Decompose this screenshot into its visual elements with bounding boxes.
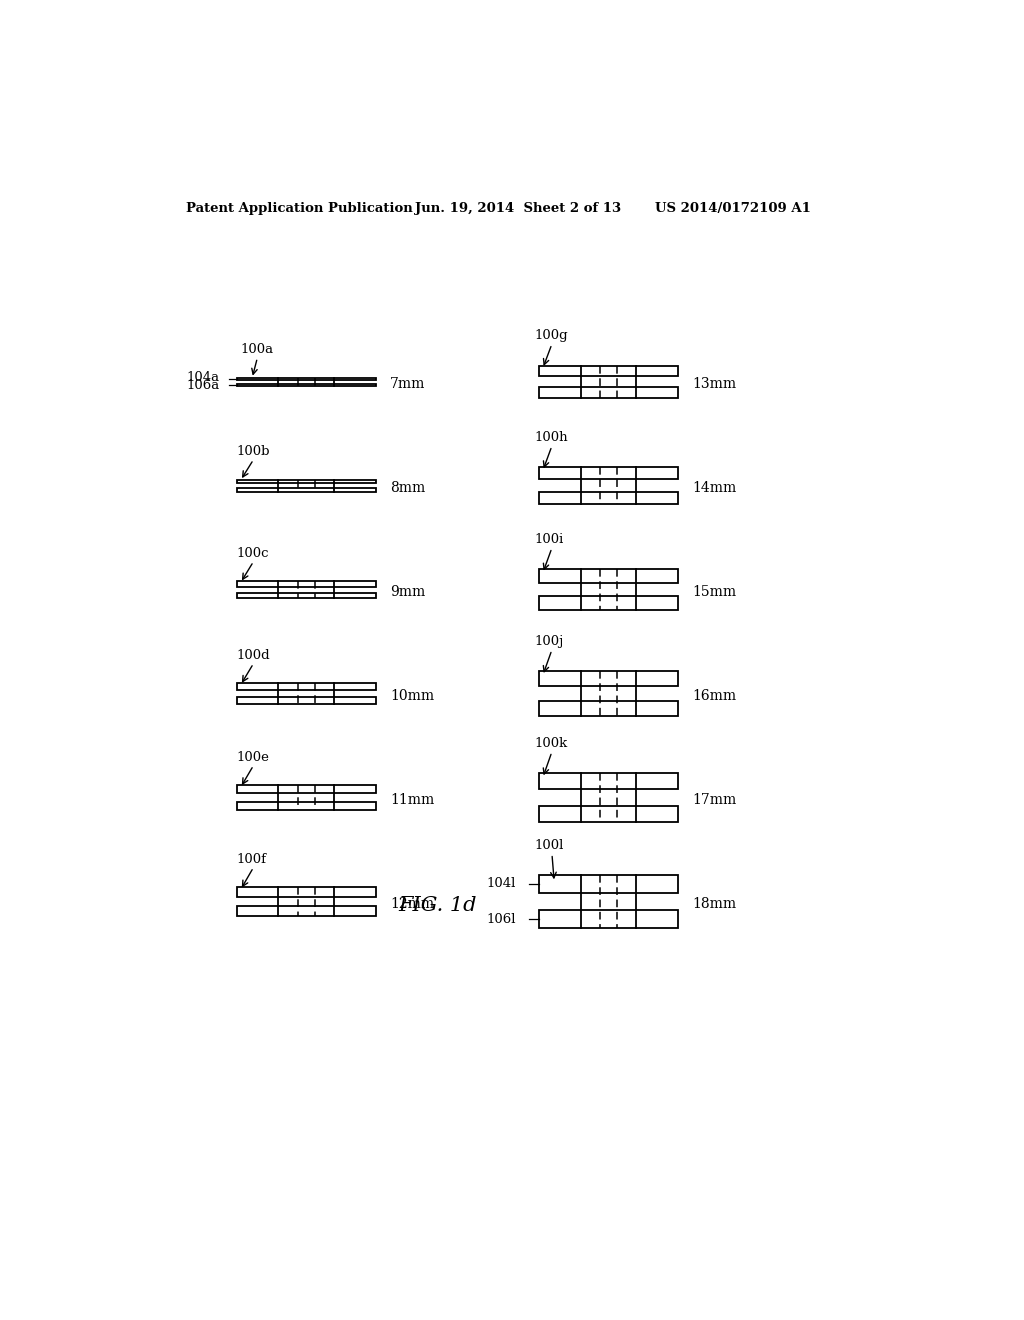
- Text: 100l: 100l: [535, 840, 564, 853]
- Text: 15mm: 15mm: [692, 585, 736, 599]
- Bar: [539, 805, 678, 822]
- Bar: [539, 875, 678, 892]
- Bar: [539, 387, 678, 397]
- Text: 100g: 100g: [535, 330, 568, 342]
- Bar: [539, 701, 678, 715]
- Text: 12mm: 12mm: [390, 896, 434, 911]
- Bar: [237, 697, 376, 704]
- Text: 7mm: 7mm: [390, 378, 425, 391]
- Text: 13mm: 13mm: [692, 378, 736, 391]
- Text: 11mm: 11mm: [390, 793, 434, 807]
- Text: Patent Application Publication: Patent Application Publication: [186, 202, 413, 215]
- Bar: [237, 378, 376, 380]
- Text: 100h: 100h: [535, 432, 568, 445]
- Text: 100d: 100d: [237, 649, 270, 661]
- Text: 10mm: 10mm: [390, 689, 434, 702]
- Bar: [237, 907, 376, 916]
- Bar: [237, 887, 376, 896]
- Bar: [237, 582, 376, 586]
- Bar: [237, 785, 376, 793]
- Text: 18mm: 18mm: [692, 896, 736, 911]
- Bar: [237, 801, 376, 809]
- Text: 104a: 104a: [186, 371, 219, 384]
- Text: 106a: 106a: [186, 379, 219, 392]
- Text: 100e: 100e: [237, 751, 269, 764]
- Text: 106l: 106l: [486, 913, 515, 927]
- Bar: [539, 909, 678, 928]
- Text: US 2014/0172109 A1: US 2014/0172109 A1: [655, 202, 811, 215]
- Bar: [237, 593, 376, 598]
- Text: 100b: 100b: [237, 445, 270, 458]
- Text: Jun. 19, 2014  Sheet 2 of 13: Jun. 19, 2014 Sheet 2 of 13: [415, 202, 621, 215]
- Text: 8mm: 8mm: [390, 480, 425, 495]
- Bar: [237, 488, 376, 492]
- Text: 100f: 100f: [237, 853, 266, 866]
- Bar: [539, 467, 678, 479]
- Text: 16mm: 16mm: [692, 689, 736, 702]
- Text: 104l: 104l: [486, 876, 515, 890]
- Bar: [539, 366, 678, 376]
- Bar: [539, 774, 678, 789]
- Text: 100j: 100j: [535, 635, 564, 648]
- Bar: [237, 479, 376, 483]
- Bar: [237, 684, 376, 690]
- Text: 17mm: 17mm: [692, 793, 736, 807]
- Bar: [539, 597, 678, 610]
- Text: 9mm: 9mm: [390, 585, 425, 599]
- Bar: [539, 492, 678, 504]
- Text: 100k: 100k: [535, 737, 568, 750]
- Text: 14mm: 14mm: [692, 480, 736, 495]
- Text: 100i: 100i: [535, 533, 564, 546]
- Text: 100a: 100a: [241, 343, 273, 356]
- Text: 100c: 100c: [237, 546, 269, 560]
- Bar: [539, 672, 678, 686]
- Bar: [539, 569, 678, 583]
- Text: FIG. 1d: FIG. 1d: [398, 896, 477, 915]
- Bar: [237, 384, 376, 385]
